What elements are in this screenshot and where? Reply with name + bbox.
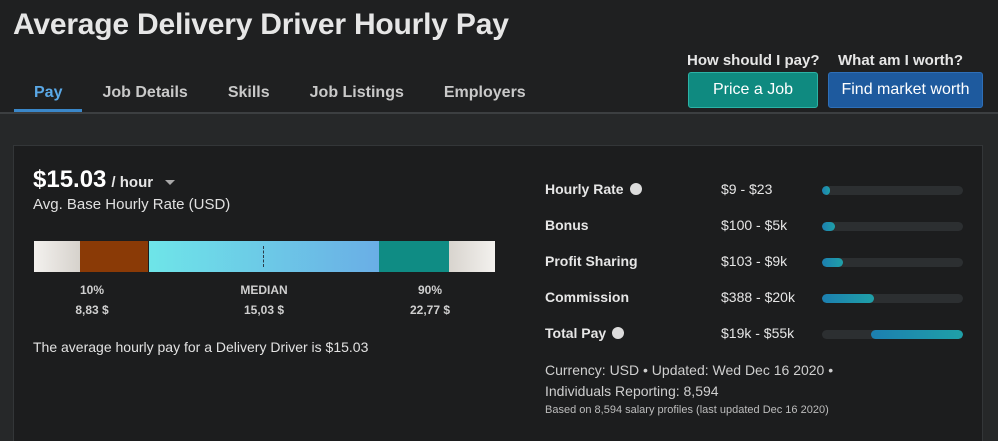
range-label-text: Bonus (545, 217, 589, 233)
salary-profiles-note: Based on 8,594 salary profiles (last upd… (545, 404, 829, 416)
bar-90th-percentile-segment (379, 241, 449, 272)
range-track-hourly-rate (822, 186, 963, 195)
range-track-bonus (822, 222, 963, 231)
range-fill-commission (822, 294, 874, 303)
range-label-bonus: Bonus (545, 217, 589, 233)
range-label-total-pay: Total Pay (545, 325, 625, 341)
range-label-hourly-rate: Hourly Rate (545, 181, 642, 197)
rate-subtitle: Avg. Base Hourly Rate (USD) (33, 196, 231, 213)
range-value-profit-sharing: $103 - $9k (721, 253, 788, 269)
rate-unit-selector[interactable]: / hour (111, 174, 154, 191)
range-label-profit-sharing: Profit Sharing (545, 253, 638, 269)
range-track-total-pay (822, 330, 963, 339)
range-label-text: Profit Sharing (545, 253, 638, 269)
chevron-down-icon[interactable] (165, 179, 176, 185)
bar-low-cap (34, 241, 80, 272)
individuals-reporting: Individuals Reporting: 8,594 (545, 383, 719, 399)
range-row-commission: Commission $388 - $20k (545, 289, 965, 309)
range-label-text: Commission (545, 289, 630, 305)
hourly-rate-display: $15.03 / hour (33, 166, 176, 194)
percentile-median-value: 15,03 $ (243, 303, 285, 317)
info-icon[interactable] (629, 183, 642, 195)
tab-employers[interactable]: Employers (443, 84, 526, 101)
hourly-rate-amount: $15.03 (33, 166, 107, 193)
info-icon[interactable] (612, 327, 625, 339)
bar-10th-percentile-segment (80, 241, 148, 272)
bar-high-cap (449, 241, 495, 272)
range-value-hourly-rate: $9 - $23 (721, 181, 773, 197)
range-row-profit-sharing: Profit Sharing $103 - $9k (545, 253, 965, 273)
percentile-median: MEDIAN 15,03 $ (224, 280, 304, 320)
price-a-job-button[interactable]: Price a Job (688, 72, 818, 108)
range-row-total-pay: Total Pay $19k - $55k (545, 325, 965, 345)
range-row-hourly-rate: Hourly Rate $9 - $23 (545, 181, 965, 201)
tab-job-listings[interactable]: Job Listings (309, 84, 404, 101)
find-market-worth-button[interactable]: Find market worth (828, 72, 983, 108)
market-worth-cta: What am I worth? (838, 52, 963, 69)
percentile-90-label: 90% (417, 283, 443, 297)
range-label-text: Hourly Rate (545, 181, 624, 197)
range-value-commission: $388 - $20k (721, 289, 795, 305)
tab-job-details[interactable]: Job Details (102, 84, 188, 101)
page-title: Average Delivery Driver Hourly Pay (13, 8, 509, 41)
range-label-commission: Commission (545, 289, 629, 305)
pay-distribution-bar (34, 241, 495, 272)
price-job-prompt: How should I pay? (687, 52, 820, 69)
tab-bar: Pay Job Details Skills Job Listings Empl… (14, 74, 546, 114)
pay-summary-card (13, 145, 983, 441)
tab-skills[interactable]: Skills (227, 84, 270, 101)
median-marker (263, 246, 264, 267)
percentile-10-label: 10% (79, 283, 105, 297)
percentile-10-value: 8,83 $ (75, 303, 109, 317)
tab-pay[interactable]: Pay (14, 74, 83, 112)
percentile-90: 90% 22,77 $ (400, 280, 460, 320)
range-fill-hourly-rate (822, 186, 830, 195)
range-value-total-pay: $19k - $55k (721, 325, 795, 341)
range-value-bonus: $100 - $5k (721, 217, 788, 233)
range-label-text: Total Pay (545, 325, 607, 341)
currency-updated-info: Currency: USD • Updated: Wed Dec 16 2020… (545, 362, 834, 378)
price-job-cta: How should I pay? (687, 52, 820, 69)
range-fill-total-pay (871, 330, 963, 339)
pay-summary-text: The average hourly pay for a Delivery Dr… (33, 339, 369, 355)
market-worth-prompt: What am I worth? (838, 52, 963, 69)
range-row-bonus: Bonus $100 - $5k (545, 217, 965, 237)
range-fill-bonus (822, 222, 835, 231)
range-track-profit-sharing (822, 258, 963, 267)
percentile-90-value: 22,77 $ (409, 303, 451, 317)
percentile-10: 10% 8,83 $ (62, 280, 122, 320)
range-fill-profit-sharing (822, 258, 843, 267)
range-track-commission (822, 294, 963, 303)
page-header: Average Delivery Driver Hourly Pay Pay J… (0, 0, 998, 114)
percentile-median-label: MEDIAN (240, 283, 288, 297)
